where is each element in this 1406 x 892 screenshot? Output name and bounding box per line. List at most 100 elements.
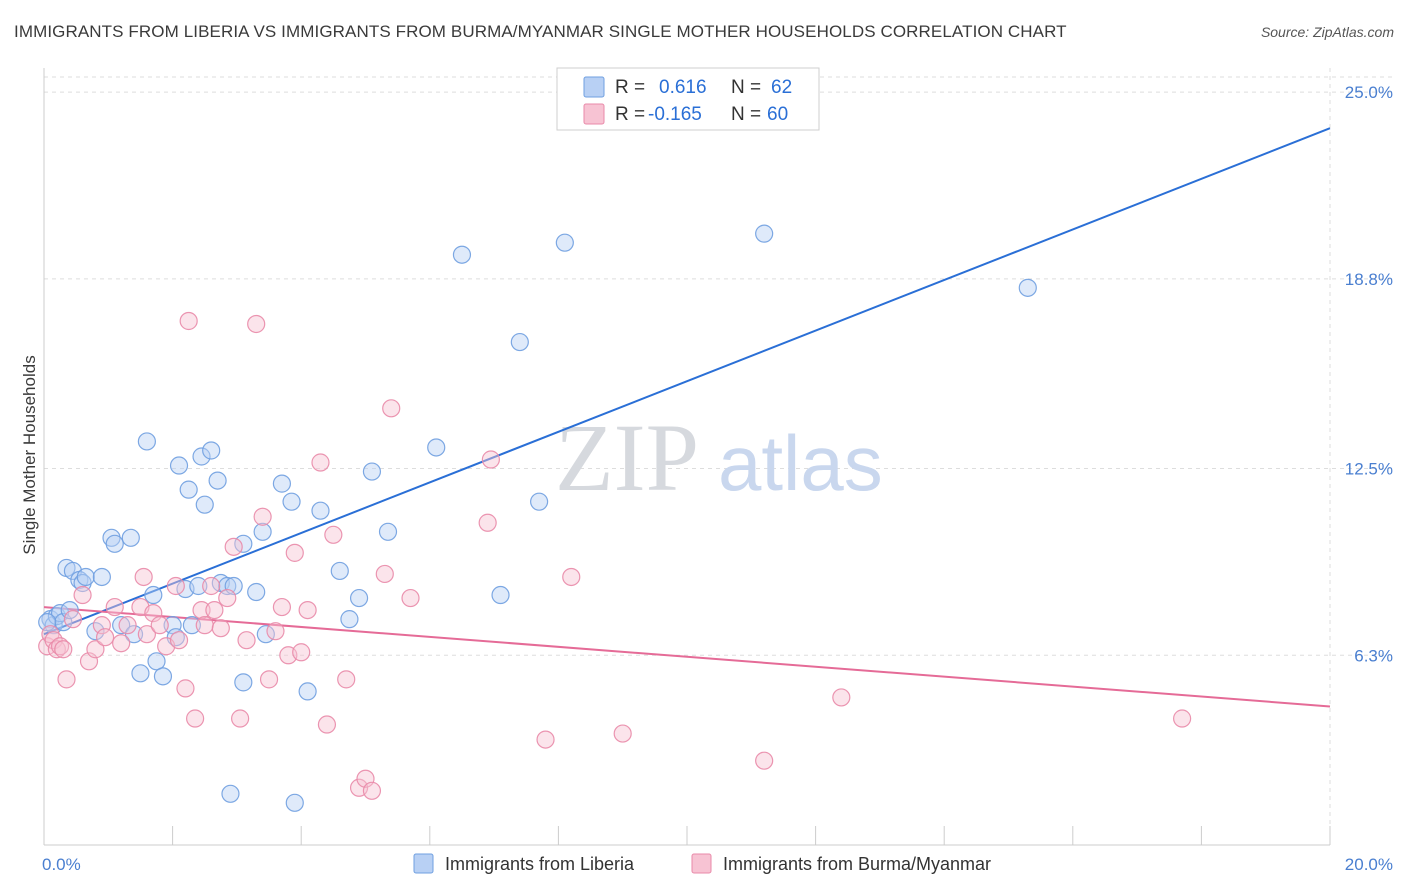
burma-point-60 [755, 751, 774, 770]
burma-point-39 [266, 622, 285, 641]
watermark-zip: ZIP [555, 404, 699, 511]
burma-point-25 [179, 311, 198, 331]
bottom-legend-label-liberia: Immigrants from Liberia [445, 854, 635, 874]
burma-point-46 [317, 715, 337, 734]
bottom-legend-label-burma: Immigrants from Burma/Myanmar [723, 854, 991, 874]
burma-point-55 [478, 513, 497, 532]
burma-point-42 [285, 543, 304, 562]
burma-point-62 [1173, 709, 1192, 728]
burma-point-31 [211, 619, 230, 638]
burma-point-10 [86, 640, 105, 659]
burma-point-34 [231, 709, 250, 728]
liberia-point-51 [362, 462, 382, 481]
burma-point-7 [63, 610, 83, 629]
x-tick-label-0: 0.0% [42, 855, 81, 874]
burma-point-15 [118, 616, 137, 635]
liberia-point-50 [349, 588, 369, 608]
legend-r-label-2: R = [615, 104, 645, 125]
liberia-point-40 [247, 582, 266, 602]
liberia-point-16 [121, 528, 140, 547]
bottom-legend-swatch-burma [691, 853, 712, 874]
liberia-point-10 [76, 567, 95, 587]
liberia-point-38 [234, 673, 253, 692]
burma-point-43 [292, 643, 311, 662]
liberia-point-14 [105, 534, 124, 553]
burma-point-22 [166, 576, 185, 596]
x-tick-labels: 0.0% 20.0% [42, 855, 1393, 874]
liberia-point-33 [208, 471, 227, 490]
burma-point-57 [536, 730, 555, 749]
burma-point-23 [169, 631, 189, 650]
liberia-point-41 [253, 522, 272, 541]
liberia-point-23 [163, 616, 182, 635]
y-tick-label-0: 6.3% [1354, 646, 1393, 665]
burma-point-48 [337, 670, 356, 689]
watermark: ZIP atlas [555, 404, 883, 511]
legend-r-label-1: R = [615, 77, 645, 98]
burma-point-11 [92, 616, 111, 635]
liberia-point-52 [378, 522, 398, 541]
liberia-point-19 [137, 432, 156, 451]
burma-point-29 [202, 576, 221, 596]
liberia-point-12 [92, 567, 111, 587]
burma-point-8 [73, 585, 92, 605]
burma-point-59 [613, 724, 632, 743]
burma-point-30 [205, 600, 224, 620]
x-tick-label-1: 20.0% [1345, 855, 1393, 874]
burma-point-58 [562, 567, 581, 587]
burma-point-5 [54, 640, 73, 659]
legend-n-label-2: N = [731, 104, 761, 125]
burma-point-6 [57, 670, 76, 689]
liberia-point-32 [202, 441, 221, 460]
liberia-point-31 [195, 495, 214, 514]
liberia-point-48 [330, 561, 349, 581]
watermark-atlas: atlas [718, 419, 883, 507]
liberia-point-45 [285, 793, 304, 812]
burma-point-44 [298, 600, 317, 620]
liberia-point-36 [221, 784, 240, 803]
burma-point-18 [137, 625, 156, 644]
burma-point-32 [218, 588, 237, 608]
burma-point-54 [401, 588, 420, 608]
burma-point-26 [186, 709, 205, 728]
y-tick-label-2: 18.8% [1345, 270, 1393, 289]
liberia-point-28 [182, 616, 201, 635]
burma-point-28 [195, 616, 214, 635]
liberia-trend-line [43, 127, 1331, 636]
liberia-point-47 [311, 501, 330, 520]
liberia-point-57 [530, 492, 549, 511]
burma-point-20 [150, 616, 169, 635]
legend-n-value-2: 60 [767, 104, 788, 125]
legend-r-value-1: 0.616 [659, 77, 707, 98]
y-tick-labels: 6.3% 12.5% 18.8% 25.0% [1345, 83, 1393, 665]
legend-swatch-burma [583, 103, 605, 125]
legend-n-value-1: 62 [771, 77, 792, 98]
liberia-point-54 [452, 245, 472, 264]
liberia-point-17 [124, 625, 144, 644]
burma-point-33 [224, 537, 243, 556]
legend-swatch-liberia [583, 76, 605, 98]
burma-point-38 [259, 670, 279, 689]
liberia-point-27 [179, 480, 198, 499]
burma-point-14 [112, 634, 131, 653]
burma-point-12 [95, 628, 115, 647]
trend-lines [43, 127, 1331, 708]
liberia-point-18 [131, 664, 150, 683]
liberia-point-61 [38, 613, 57, 632]
burma-point-47 [324, 525, 343, 544]
liberia-point-59 [755, 224, 774, 243]
liberia-point-29 [189, 576, 208, 596]
liberia-point-43 [272, 474, 292, 493]
liberia-point-21 [147, 652, 166, 671]
y-tick-label-3: 25.0% [1345, 83, 1393, 102]
liberia-point-56 [510, 332, 529, 352]
liberia-point-24 [166, 628, 185, 647]
burma-point-27 [192, 600, 211, 620]
legend-n-label-1: N = [731, 77, 761, 98]
burma-point-53 [382, 399, 401, 418]
data-points [38, 224, 1192, 812]
burma-point-56 [481, 450, 500, 469]
burma-point-37 [253, 507, 272, 526]
burma-point-24 [176, 679, 195, 698]
liberia-point-53 [427, 438, 446, 457]
